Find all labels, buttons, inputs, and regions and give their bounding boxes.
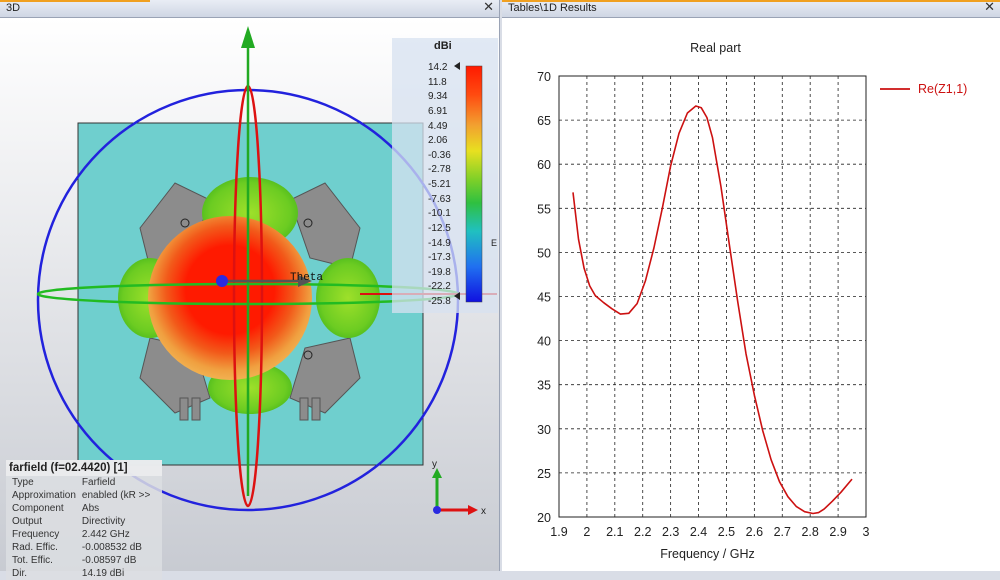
y-tick-label: 55 [537,202,551,216]
colorbar-tick-label: 2.06 [428,135,448,147]
farfield-value: 14.19 dBi [81,568,125,579]
farfield-row: Tot. Effic. -0.08597 dB [10,554,154,567]
panel-3d: 3D ✕ [0,0,500,580]
colorbar-tick-label: -5.21 [428,179,451,190]
farfield-row: Component Abs [10,502,154,515]
panel-1d-results: Tables\1D Results ✕ Real part 1.9 2 2.1 2.2 2… [502,0,1000,571]
x-tick-label: 2.4 [690,525,707,539]
farfield-key: Type [12,477,34,488]
colorbar-tick-label: -10.1 [428,208,451,220]
x-tick-label: 1.9 [550,525,567,539]
colorbar-unit: dBi [434,40,452,52]
y-tick-label: 70 [537,70,551,84]
x-tick-label: 2.6 [746,525,763,539]
x-tick-label: 2.8 [801,525,818,539]
tab-3d[interactable]: 3D ✕ [0,0,499,18]
svg-text:x: x [481,506,486,517]
3d-viewport[interactable]: Theta y x dBi E 14.2 11.8 9.34 6.91 4.49 2.06 [0,18,499,580]
farfield-row: Rad. Effic. -0.008532 dB [10,541,154,554]
colorbar-tick-label: 4.49 [428,120,448,132]
farfield-props-table: Type Farfield Approximation enabled (kR >> C… [10,476,154,580]
axes-triad: y x [432,459,486,517]
colorbar-tick-label: -17.3 [428,252,451,264]
farfield-scene: Theta y x [36,26,497,517]
farfield-key: Approximation [12,490,76,501]
real-part-chart[interactable]: Real part 1.9 2 2.1 2.2 2.3 2.4 2.5 2.6 2.7 2.8 2.9… [502,18,1000,571]
colorbar-tick-label: -19.8 [428,266,451,278]
colorbar-tick-label: 9.34 [428,91,448,103]
farfield-header: farfield (f=02.4420) [1] [6,460,162,476]
colorbar-tick-label: 11.8 [428,76,447,88]
x-tick-label: 2.9 [829,525,846,539]
farfield-row: Dir. 14.19 dBi [10,567,154,580]
tab-accent [502,0,1000,2]
colorbar-tick-label: -22.2 [428,281,451,293]
svg-text:y: y [432,459,437,470]
y-tick-label: 50 [537,246,551,260]
colorbar-tick-label: -2.78 [428,164,451,176]
tab-accent [0,0,150,2]
farfield-key: Output [12,516,43,527]
farfield-key: Frequency [12,529,60,540]
colorbar-tick-label: -0.36 [428,149,451,161]
x-tick-label: 3 [863,525,870,539]
colorbar-tick-label: 6.91 [428,105,448,117]
farfield-value: Directivity [81,516,126,527]
series-line-0 [572,105,853,515]
farfield-value: 2.442 GHz [81,529,130,540]
colorbar-tick-label: -14.9 [428,237,451,249]
farfield-row: Frequency 2.442 GHz [10,528,154,541]
svg-text:E: E [491,238,497,248]
farfield-value: -0.008532 dB [81,542,142,553]
x-tick-label: 2.1 [606,525,623,539]
tab-1d-title: Tables\1D Results [508,2,597,14]
farfield-value: -0.08597 dB [81,555,137,566]
farfield-key: Dir. [12,568,27,579]
close-icon[interactable]: ✕ [984,0,995,14]
x-axis-label: Frequency / GHz [660,547,754,561]
main-lobe [148,216,312,380]
origin-marker [216,275,228,287]
farfield-key: Tot. Effic. [12,555,53,566]
farfield-row: Type Farfield [10,476,154,489]
tab-1d-results[interactable]: Tables\1D Results ✕ [502,0,1000,18]
y-tick-label: 30 [537,423,551,437]
colorbar-tick-label: -12.5 [428,222,451,234]
farfield-value: enabled (kR >> [81,490,151,501]
y-tick-label: 35 [537,379,551,393]
x-tick-label: 2.5 [718,525,735,539]
colorbar-legend: dBi E 14.2 11.8 9.34 6.91 4.49 2.06 -0.36 -2.78… [392,38,498,313]
farfield-value: Abs [81,503,100,514]
colorbar-scale: E [454,62,497,303]
farfield-row: Approximation enabled (kR >> [10,489,154,502]
farfield-value: Farfield [81,477,116,488]
y-tick-label: 45 [537,291,551,305]
theta-label: Theta [290,272,323,284]
y-tick-label: 60 [537,158,551,172]
y-tick-label: 40 [537,335,551,349]
legend-label: Re(Z1,1) [918,82,967,96]
farfield-info-box: farfield (f=02.4420) [1] Type Farfield App… [6,460,162,580]
colorbar-tick-label: -25.8 [428,296,451,307]
colorbar-tick-label: -7.63 [428,193,451,205]
farfield-row: Output Directivity [10,515,154,528]
colorbar-tick-label: 14.2 [428,62,448,73]
tab-3d-title: 3D [6,2,21,14]
chart-title: Real part [690,41,741,55]
x-tick-label: 2.7 [774,525,791,539]
y-tick-label: 20 [537,511,551,525]
farfield-key: Rad. Effic. [12,542,58,553]
y-tick-label: 25 [537,467,551,481]
x-tick-label: 2.2 [634,525,651,539]
y-tick-label: 65 [537,114,551,128]
x-tick-label: 2 [583,525,590,539]
farfield-key: Component [12,503,64,514]
x-tick-label: 2.3 [662,525,679,539]
close-icon[interactable]: ✕ [483,0,494,14]
plot-area [558,75,867,518]
